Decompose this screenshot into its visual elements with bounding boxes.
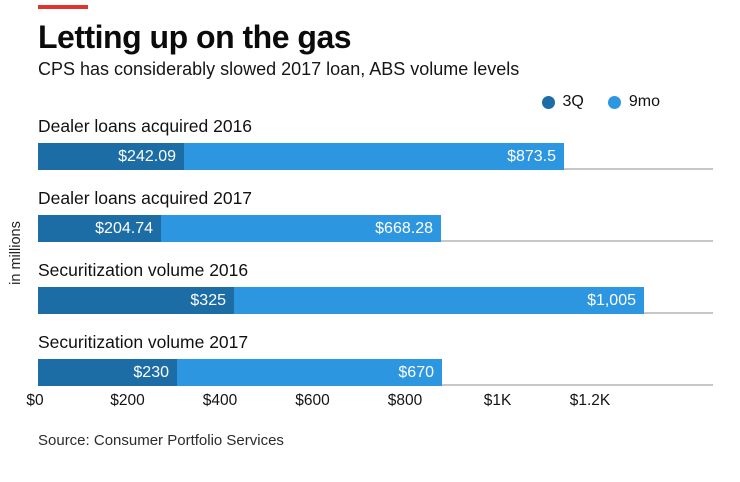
chart-row: Dealer loans acquired 2017 $668.28 $204.74 [38, 188, 713, 246]
category-label: Dealer loans acquired 2016 [38, 116, 253, 136]
x-tick: $400 [202, 392, 238, 409]
y-axis-label: in millions [8, 221, 24, 285]
brand-accent-line [38, 5, 88, 9]
bar-3q: $230 [38, 359, 177, 386]
legend-dot-9mo-icon [607, 95, 621, 109]
value-label: $668.28 [375, 220, 433, 237]
x-axis: $0 $200 $400 $600 $800 $1K $1.2K [26, 392, 713, 412]
x-tick: $600 [295, 392, 330, 409]
legend-label-3q: 3Q [562, 93, 584, 110]
x-tick: $200 [110, 392, 145, 409]
bar-3q: $325 [38, 287, 234, 314]
chart-title: Letting up on the gas [38, 19, 352, 55]
value-label: $1,005 [587, 292, 636, 309]
bar-3q: $204.74 [38, 215, 161, 242]
category-label: Securitization volume 2016 [38, 260, 249, 280]
chart-subtitle: CPS has considerably slowed 2017 loan, A… [38, 59, 520, 79]
chart-rows: Dealer loans acquired 2016 $873.5 $242.09 D… [38, 0, 713, 420]
x-tick: $800 [387, 392, 423, 409]
x-tick: $1.2K [569, 392, 611, 409]
legend-item-9mo: 9mo [607, 93, 660, 111]
source-note: Source: Consumer Portfolio Services [38, 432, 284, 449]
value-label: $242.09 [118, 148, 176, 165]
x-tick: $0 [26, 392, 44, 409]
bar-group: $1,005 $325 [38, 287, 713, 314]
legend-item-3q: 3Q [541, 93, 584, 111]
category-label: Securitization volume 2017 [38, 332, 249, 352]
chart-row: Securitization volume 2017 $670 $230 [38, 332, 713, 390]
value-label: $873.5 [507, 148, 556, 165]
bar-group: $670 $230 [38, 359, 713, 386]
x-tick: $1K [483, 392, 512, 409]
bar-group: $668.28 $204.74 [38, 215, 713, 242]
legend-label-9mo: 9mo [628, 93, 660, 110]
chart-row: Securitization volume 2016 $1,005 $325 [38, 260, 713, 318]
legend-dot-3q-icon [541, 95, 555, 109]
value-label: $204.74 [95, 220, 153, 237]
bar-3q: $242.09 [38, 143, 184, 170]
value-label: $230 [133, 364, 169, 381]
value-label: $325 [190, 292, 226, 309]
legend: 3Q 9mo [541, 93, 660, 111]
category-label: Dealer loans acquired 2017 [38, 188, 253, 208]
chart-row: Dealer loans acquired 2016 $873.5 $242.09 [38, 116, 713, 174]
value-label: $670 [398, 364, 434, 381]
bar-group: $873.5 $242.09 [38, 143, 713, 170]
